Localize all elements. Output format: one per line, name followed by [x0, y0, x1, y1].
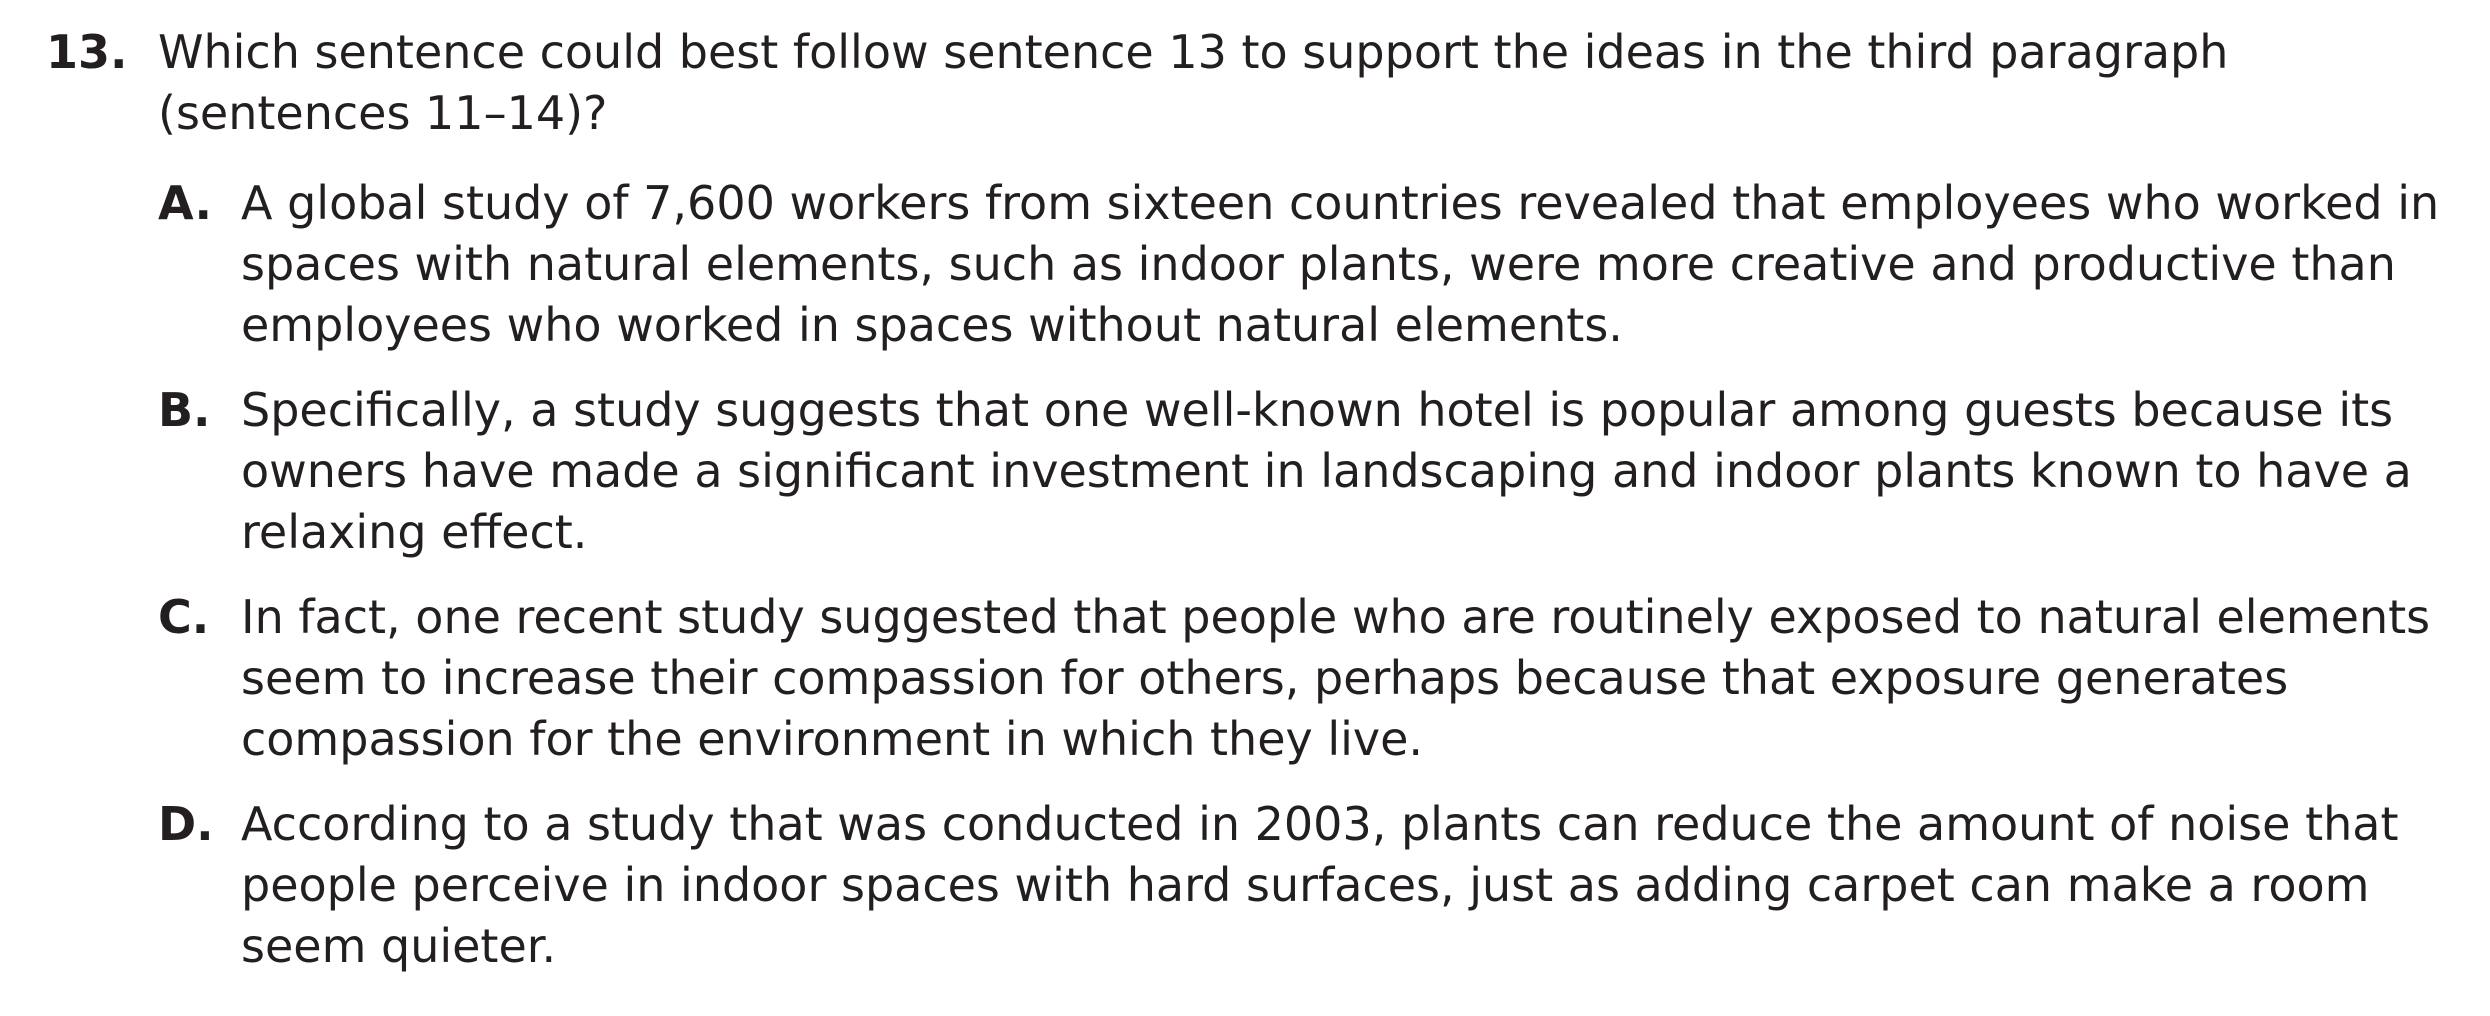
option-letter: A.: [158, 176, 212, 230]
question-block: 13. Which sentence could best follow sen…: [0, 22, 2490, 1001]
option-letter: C.: [158, 590, 210, 644]
answer-option-a[interactable]: A. A global study of 7,600 workers from …: [0, 173, 2466, 356]
option-letter: B.: [158, 383, 211, 437]
question-number: 13.: [46, 25, 128, 79]
answer-option-c[interactable]: C. In fact, one recent study suggested t…: [0, 587, 2466, 770]
option-letter: D.: [158, 797, 214, 851]
question-stem: 13. Which sentence could best follow sen…: [0, 22, 2328, 144]
option-text: In fact, one recent study suggested that…: [241, 590, 2431, 766]
answer-option-d[interactable]: D. According to a study that was conduct…: [0, 794, 2466, 977]
question-text: Which sentence could best follow sentenc…: [158, 25, 2229, 140]
option-text: According to a study that was conducted …: [241, 797, 2399, 973]
answer-options: A. A global study of 7,600 workers from …: [0, 173, 2490, 977]
option-text: A global study of 7,600 workers from six…: [241, 176, 2440, 352]
option-text: Specifically, a study suggests that one …: [241, 383, 2412, 559]
answer-option-b[interactable]: B. Specifically, a study suggests that o…: [0, 380, 2466, 563]
